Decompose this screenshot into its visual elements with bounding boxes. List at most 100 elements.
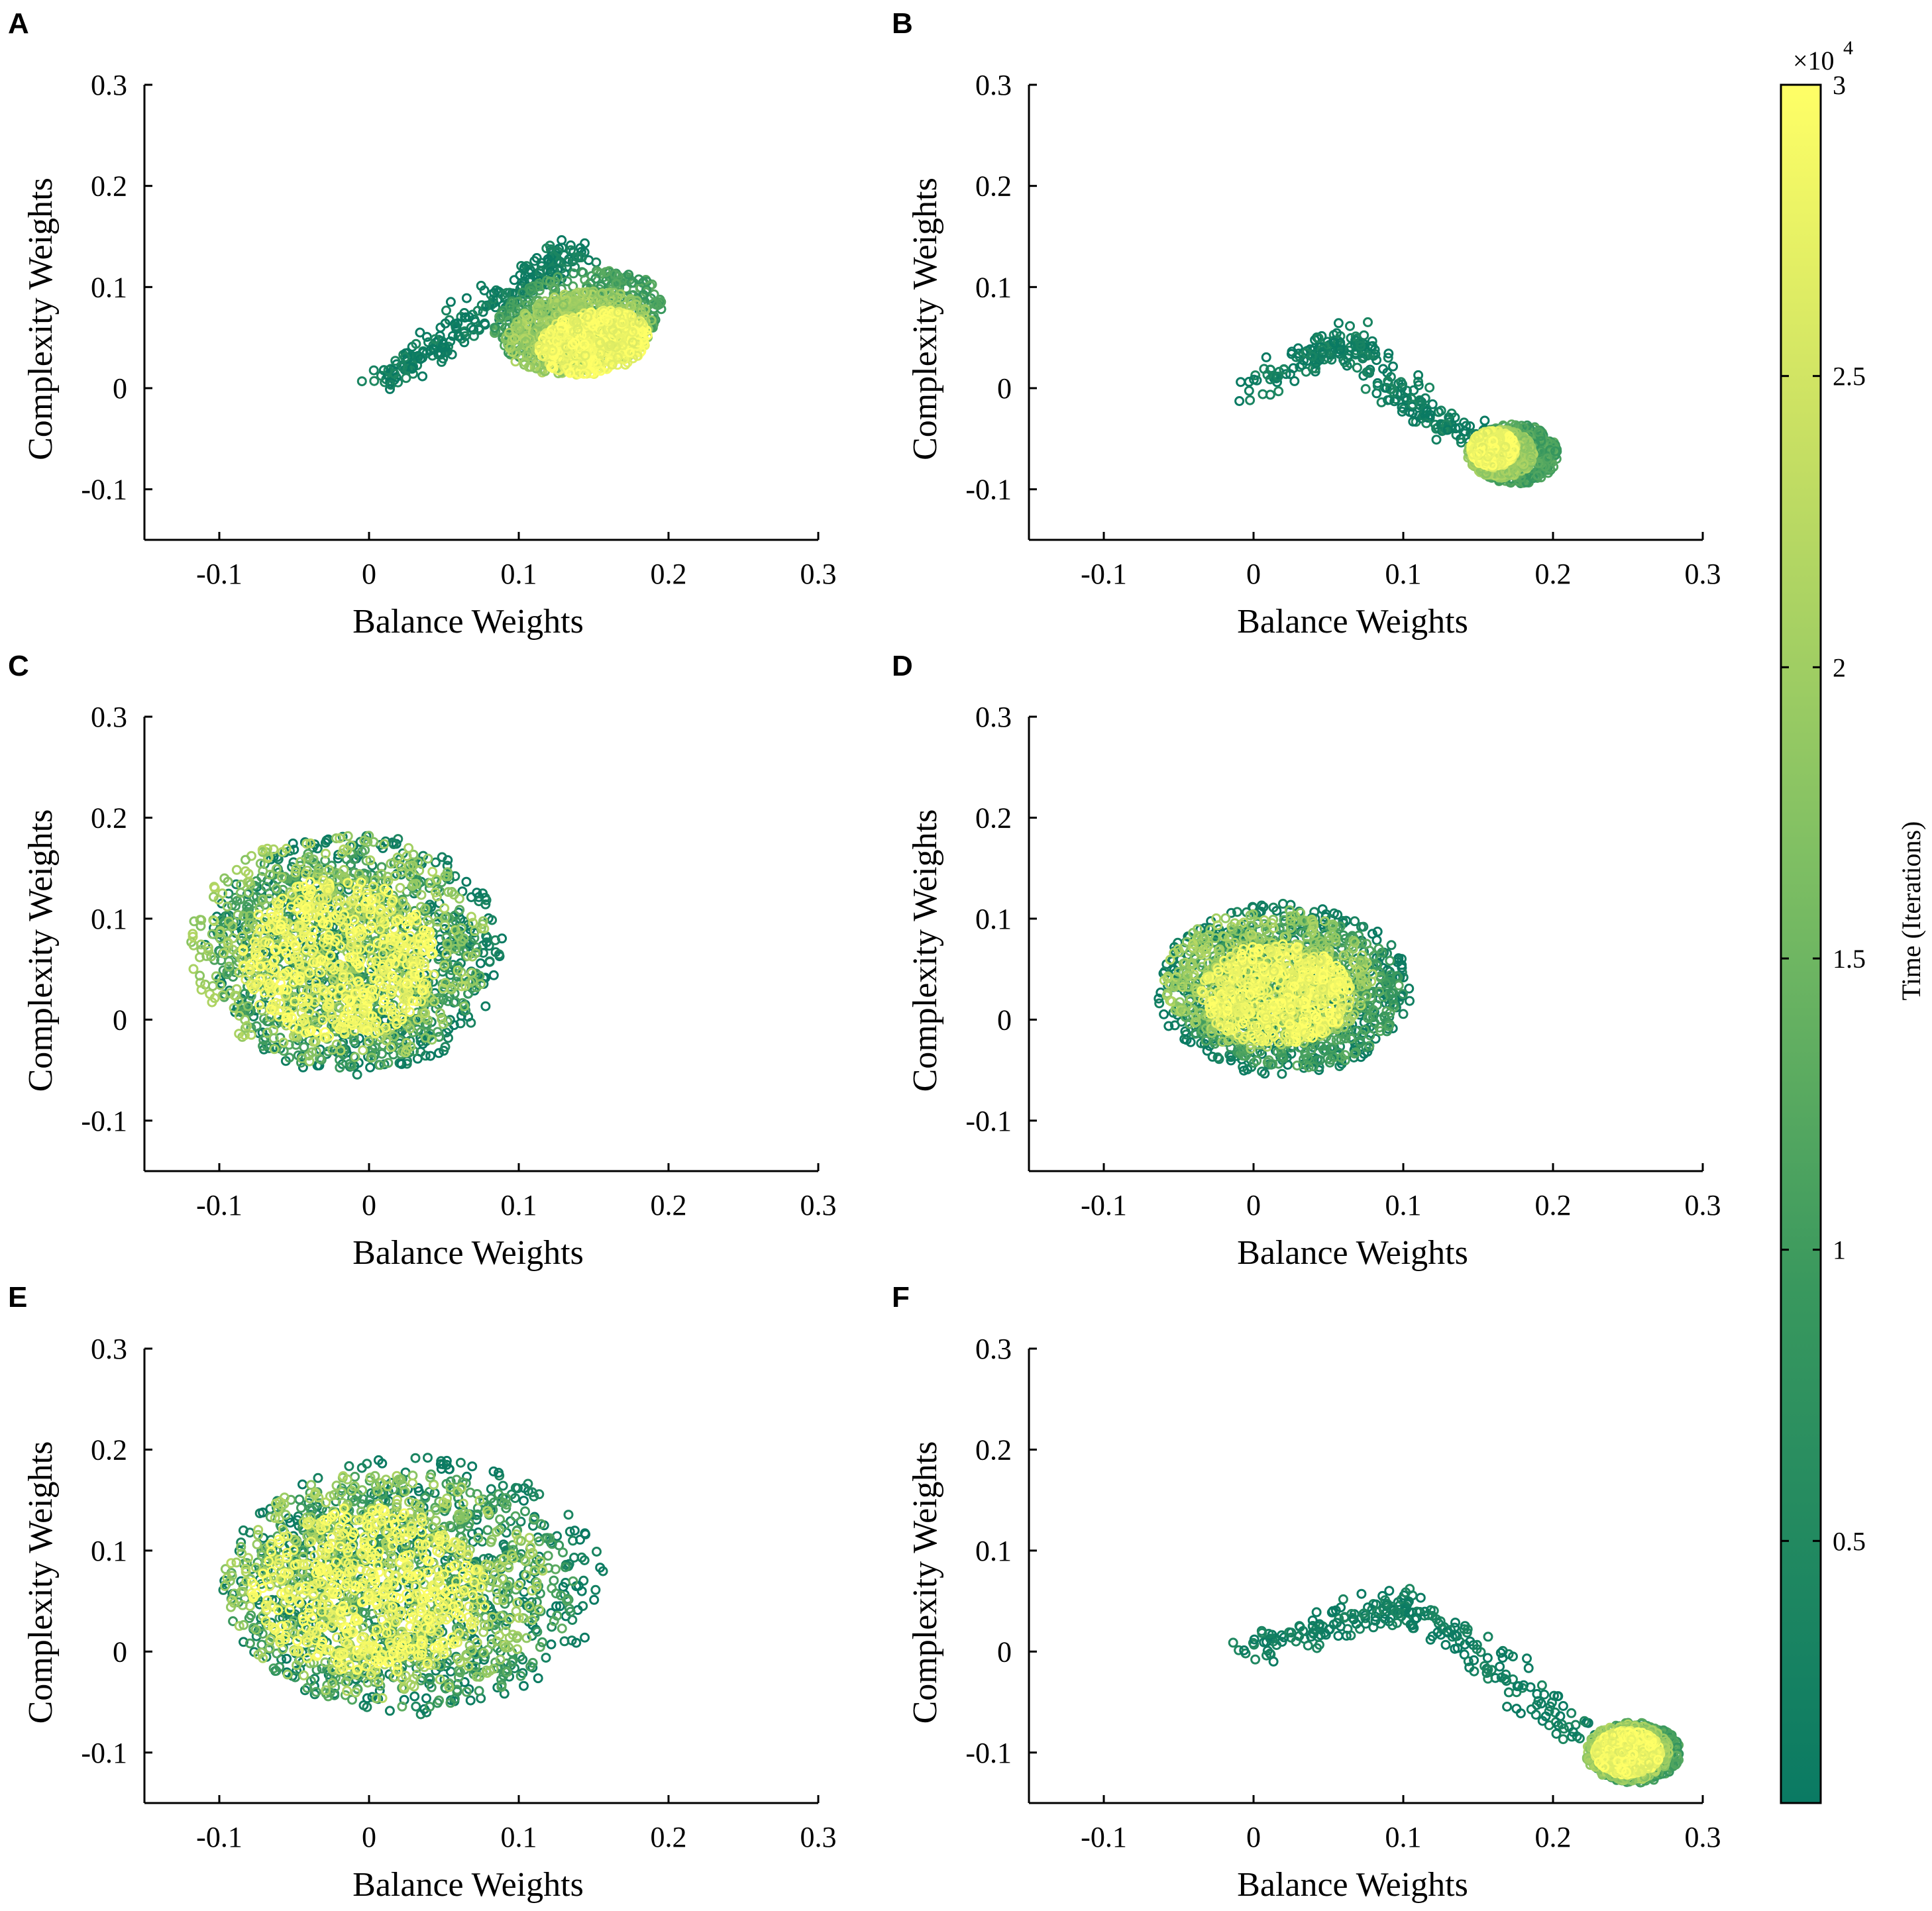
data-point bbox=[475, 958, 486, 968]
data-point bbox=[1388, 361, 1398, 372]
data-point bbox=[1244, 386, 1254, 396]
data-point bbox=[590, 274, 601, 284]
data-point bbox=[633, 274, 644, 285]
series-3 bbox=[1466, 426, 1521, 472]
data-point bbox=[623, 270, 634, 280]
data-point bbox=[480, 1001, 491, 1011]
data-point bbox=[1261, 352, 1271, 362]
data-point bbox=[525, 285, 536, 296]
data-point bbox=[415, 354, 426, 364]
y-tick-label: 0.2 bbox=[975, 170, 1012, 203]
y-tick-label: -0.1 bbox=[81, 474, 127, 506]
data-point bbox=[469, 314, 480, 325]
data-point bbox=[546, 257, 556, 268]
x-axis-label: Balance Weights bbox=[1237, 603, 1468, 641]
data-point bbox=[511, 297, 522, 307]
x-tick-label: -0.1 bbox=[1081, 558, 1127, 590]
data-point bbox=[448, 331, 458, 341]
data-point bbox=[390, 368, 400, 379]
data-point bbox=[478, 307, 488, 317]
data-point bbox=[535, 266, 545, 276]
data-point bbox=[299, 1042, 309, 1053]
data-point bbox=[447, 349, 457, 360]
data-point bbox=[562, 276, 572, 287]
x-tick-label: 0.3 bbox=[800, 558, 837, 590]
data-point bbox=[572, 252, 582, 262]
panel-letter: A bbox=[8, 7, 29, 40]
y-axis-label: Complexity Weights bbox=[906, 178, 944, 460]
data-point bbox=[188, 964, 199, 974]
scatter-points bbox=[186, 831, 508, 1080]
x-tick-label: 0.1 bbox=[501, 558, 537, 590]
data-point bbox=[545, 276, 555, 287]
data-point bbox=[638, 289, 649, 300]
y-tick-label: 0 bbox=[997, 372, 1012, 405]
panels-group: A -0.1 0 0.1 0.2 0.3 -0.1 0 0.1 0.2 0.3 Balance Wei… bbox=[8, 7, 1721, 1904]
data-point bbox=[398, 362, 407, 372]
data-point bbox=[474, 325, 484, 335]
panel-letter: B bbox=[892, 7, 913, 40]
x-tick-label: 0.2 bbox=[1535, 558, 1572, 590]
data-point bbox=[1236, 377, 1246, 387]
data-point bbox=[1360, 384, 1371, 394]
data-point bbox=[386, 380, 396, 390]
data-point bbox=[1289, 376, 1300, 386]
data-point bbox=[592, 268, 603, 278]
data-point bbox=[576, 252, 586, 263]
data-point bbox=[472, 305, 483, 316]
data-point bbox=[445, 336, 456, 346]
data-point bbox=[435, 323, 446, 333]
data-point bbox=[591, 257, 602, 268]
data-point bbox=[445, 297, 456, 307]
data-point bbox=[352, 1069, 362, 1080]
data-point bbox=[461, 876, 472, 887]
y-tick-label: -0.1 bbox=[965, 474, 1012, 506]
data-point bbox=[507, 296, 517, 307]
data-point bbox=[545, 267, 556, 277]
panel-letter: C bbox=[8, 650, 29, 682]
y-axis-label: Complexity Weights bbox=[22, 178, 60, 460]
y-tick-label: 0.3 bbox=[975, 69, 1012, 101]
scatter-points bbox=[1234, 317, 1562, 489]
data-point bbox=[1234, 396, 1245, 406]
data-point bbox=[411, 338, 421, 349]
data-point bbox=[611, 278, 621, 289]
data-point bbox=[468, 331, 479, 341]
data-point bbox=[529, 256, 540, 266]
data-point bbox=[1424, 382, 1435, 393]
data-point bbox=[468, 325, 479, 335]
data-point bbox=[369, 376, 380, 386]
data-point bbox=[1479, 415, 1490, 426]
x-tick-label: 0 bbox=[1246, 558, 1261, 590]
data-point bbox=[494, 311, 505, 322]
data-point bbox=[1333, 318, 1344, 329]
data-point bbox=[479, 285, 490, 295]
data-point bbox=[652, 300, 663, 310]
data-point bbox=[461, 293, 472, 303]
y-tick-label: 0.2 bbox=[91, 170, 127, 203]
data-point bbox=[649, 289, 659, 299]
data-point bbox=[557, 235, 567, 245]
data-point bbox=[1431, 435, 1442, 445]
data-point bbox=[641, 285, 651, 295]
data-point bbox=[451, 322, 462, 333]
data-point bbox=[437, 356, 447, 367]
data-point bbox=[417, 371, 428, 382]
data-point bbox=[1371, 388, 1382, 399]
data-point bbox=[504, 301, 515, 312]
data-point bbox=[553, 246, 563, 257]
data-point bbox=[385, 384, 395, 394]
scatter-points bbox=[356, 235, 667, 394]
data-point bbox=[519, 262, 529, 273]
data-point bbox=[580, 274, 590, 285]
data-point bbox=[509, 275, 519, 285]
data-point bbox=[464, 312, 474, 323]
data-point bbox=[1345, 321, 1355, 331]
y-tick-label: 0.1 bbox=[975, 271, 1012, 303]
data-point bbox=[488, 970, 499, 980]
data-point bbox=[489, 287, 500, 298]
